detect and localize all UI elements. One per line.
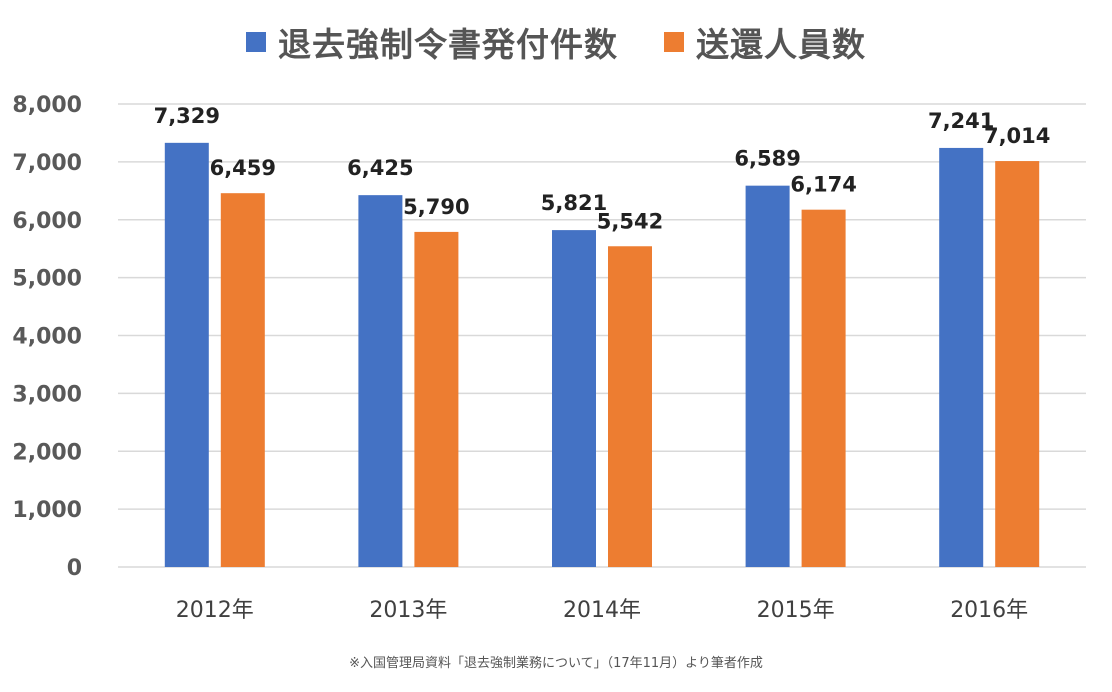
y-tick-label: 3,000 [12, 382, 82, 407]
x-tick-label: 2012年 [176, 598, 254, 623]
bar-1 [552, 230, 596, 567]
bar-2 [414, 231, 459, 567]
data-label: 6,459 [210, 156, 276, 180]
bar-1 [745, 185, 790, 567]
bar-1 [164, 142, 209, 568]
data-label: 7,241 [928, 109, 994, 133]
data-label: 6,425 [347, 156, 413, 180]
data-label: 6,174 [790, 173, 856, 197]
y-tick-label: 2,000 [12, 440, 82, 465]
bar-2 [801, 209, 846, 567]
chart-legend: 退去強制令書発付件数 送還人員数 [0, 18, 1112, 66]
data-label: 5,821 [541, 191, 607, 215]
bar-1 [358, 195, 403, 567]
source-note: ※入国管理局資料「退去強制業務について」（17年11月）より筆者作成 [349, 656, 763, 671]
data-label: 7,014 [984, 124, 1050, 148]
data-label: 5,542 [597, 209, 663, 233]
y-tick-label: 6,000 [12, 209, 82, 234]
y-tick-label: 0 [67, 556, 82, 581]
data-label: 7,329 [154, 104, 220, 128]
bar-2 [995, 161, 1040, 567]
y-tick-label: 5,000 [12, 267, 82, 292]
bar-2 [608, 246, 652, 567]
y-tick-label: 1,000 [12, 498, 82, 523]
data-label: 6,589 [734, 147, 800, 171]
data-label: 5,790 [403, 195, 469, 219]
legend-swatch-series1 [246, 32, 266, 52]
legend-label-series1: 退去強制令書発付件数 [278, 25, 618, 64]
x-tick-label: 2013年 [369, 598, 447, 623]
bar-1 [939, 147, 984, 567]
x-tick-label: 2016年 [950, 598, 1028, 623]
y-tick-label: 7,000 [12, 151, 82, 176]
legend-item-series1: 退去強制令書発付件数 [246, 18, 618, 66]
y-tick-label: 8,000 [12, 93, 82, 118]
legend-item-series2: 送還人員数 [664, 18, 866, 66]
x-tick-label: 2014年 [563, 598, 641, 623]
legend-label-series2: 送還人員数 [696, 25, 866, 64]
bar-2 [220, 193, 265, 568]
legend-swatch-series2 [664, 32, 684, 52]
x-tick-label: 2015年 [757, 598, 835, 623]
y-tick-label: 4,000 [12, 325, 82, 350]
